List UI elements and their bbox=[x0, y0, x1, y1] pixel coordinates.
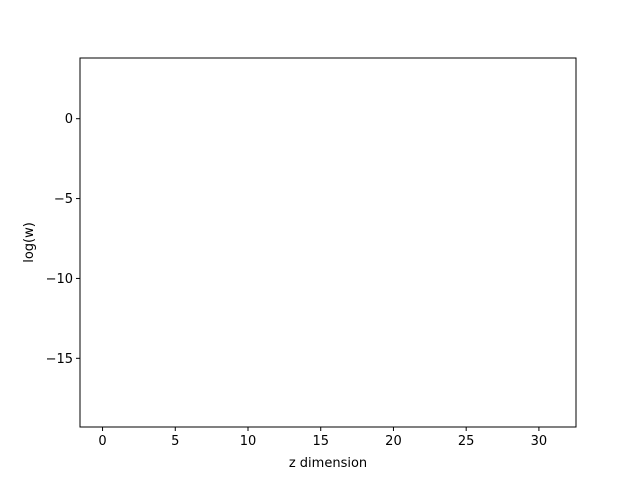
y-axis: −15 −10 −5 0 bbox=[46, 112, 80, 367]
x-tick-label: 5 bbox=[171, 434, 179, 449]
plot-frame bbox=[79, 57, 577, 428]
y-tick-label: 0 bbox=[65, 112, 73, 127]
x-tick-label: 0 bbox=[98, 434, 106, 449]
x-tick-label: 20 bbox=[385, 434, 402, 449]
x-axis-label: z dimension bbox=[289, 456, 367, 471]
y-tick-label: −10 bbox=[46, 272, 73, 287]
x-tick-label: 25 bbox=[458, 434, 475, 449]
y-tick-label: −5 bbox=[54, 192, 73, 207]
x-tick-label: 10 bbox=[240, 434, 257, 449]
x-tick-label: 30 bbox=[531, 434, 548, 449]
x-axis: 0 5 10 15 20 25 30 bbox=[98, 427, 547, 449]
y-axis-label: log(w) bbox=[22, 222, 37, 263]
x-tick-label: 15 bbox=[312, 434, 329, 449]
y-tick-label: −15 bbox=[46, 352, 73, 367]
